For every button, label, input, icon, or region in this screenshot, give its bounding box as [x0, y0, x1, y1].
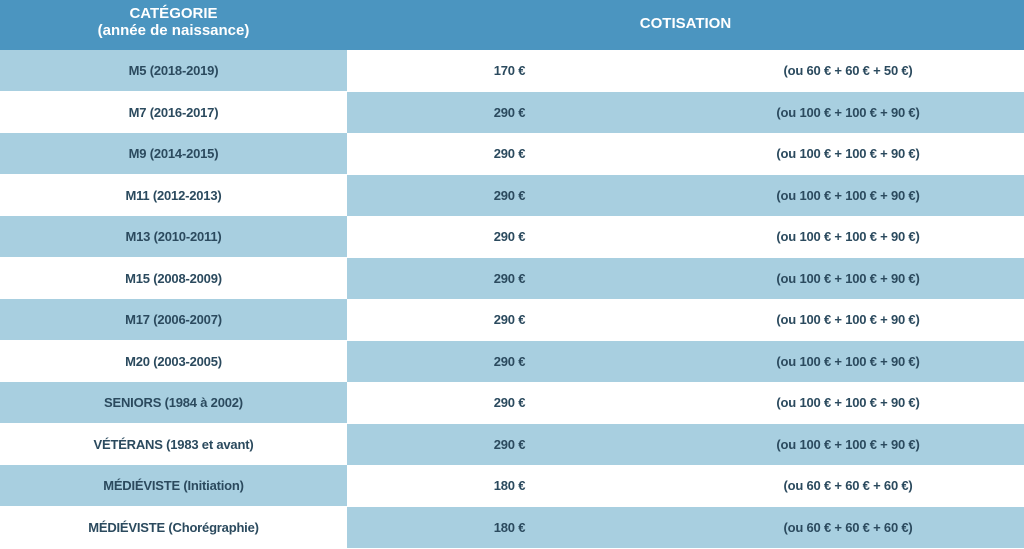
category-cell: MÉDIÉVISTE (Initiation): [0, 465, 347, 506]
table-row: M20 (2003-2005) 290 € (ou 100 € + 100 € …: [0, 341, 1024, 382]
installment-cell: (ou 100 € + 100 € + 90 €): [672, 424, 1024, 465]
installment-cell: (ou 60 € + 60 € + 50 €): [672, 50, 1024, 91]
price-cell: 290 €: [347, 92, 672, 133]
price-cell: 170 €: [347, 50, 672, 91]
installment-cell: (ou 100 € + 100 € + 90 €): [672, 299, 1024, 340]
installment-cell: (ou 100 € + 100 € + 90 €): [672, 133, 1024, 174]
header-cotisation: COTISATION: [639, 15, 732, 32]
category-cell: M13 (2010-2011): [0, 216, 347, 257]
category-cell: M17 (2006-2007): [0, 299, 347, 340]
table-row: M7 (2016-2017) 290 € (ou 100 € + 100 € +…: [0, 92, 1024, 133]
table-row: VÉTÉRANS (1983 et avant) 290 € (ou 100 €…: [0, 424, 1024, 465]
price-cell: 180 €: [347, 507, 672, 548]
price-cell: 290 €: [347, 341, 672, 382]
table-row: M15 (2008-2009) 290 € (ou 100 € + 100 € …: [0, 258, 1024, 299]
price-cell: 180 €: [347, 465, 672, 506]
header-category-title: CATÉGORIE: [129, 5, 218, 22]
header-category-subtitle: (année de naissance): [97, 22, 250, 39]
installment-cell: (ou 100 € + 100 € + 90 €): [672, 258, 1024, 299]
table-row: SENIORS (1984 à 2002) 290 € (ou 100 € + …: [0, 382, 1024, 423]
category-cell: M5 (2018-2019): [0, 50, 347, 91]
category-cell: M9 (2014-2015): [0, 133, 347, 174]
category-cell: M15 (2008-2009): [0, 258, 347, 299]
category-cell: MÉDIÉVISTE (Chorégraphie): [0, 507, 347, 548]
table-row: MÉDIÉVISTE (Chorégraphie) 180 € (ou 60 €…: [0, 507, 1024, 549]
price-cell: 290 €: [347, 133, 672, 174]
installment-cell: (ou 100 € + 100 € + 90 €): [672, 216, 1024, 257]
price-cell: 290 €: [347, 216, 672, 257]
table-header: CATÉGORIE (année de naissance) COTISATIO…: [0, 0, 1024, 50]
installment-cell: (ou 100 € + 100 € + 90 €): [672, 92, 1024, 133]
header-category: CATÉGORIE (année de naissance): [0, 5, 347, 39]
price-cell: 290 €: [347, 424, 672, 465]
installment-cell: (ou 100 € + 100 € + 90 €): [672, 175, 1024, 216]
table-row: M9 (2014-2015) 290 € (ou 100 € + 100 € +…: [0, 133, 1024, 174]
table-row: M5 (2018-2019) 170 € (ou 60 € + 60 € + 5…: [0, 50, 1024, 91]
table-row: M17 (2006-2007) 290 € (ou 100 € + 100 € …: [0, 299, 1024, 340]
price-cell: 290 €: [347, 258, 672, 299]
table-row: MÉDIÉVISTE (Initiation) 180 € (ou 60 € +…: [0, 465, 1024, 506]
installment-cell: (ou 60 € + 60 € + 60 €): [672, 465, 1024, 506]
price-cell: 290 €: [347, 299, 672, 340]
category-cell: M20 (2003-2005): [0, 341, 347, 382]
table-row: M11 (2012-2013) 290 € (ou 100 € + 100 € …: [0, 175, 1024, 216]
installment-cell: (ou 100 € + 100 € + 90 €): [672, 382, 1024, 423]
installment-cell: (ou 60 € + 60 € + 60 €): [672, 507, 1024, 548]
table-row: M13 (2010-2011) 290 € (ou 100 € + 100 € …: [0, 216, 1024, 257]
category-cell: VÉTÉRANS (1983 et avant): [0, 424, 347, 465]
category-cell: M11 (2012-2013): [0, 175, 347, 216]
price-cell: 290 €: [347, 175, 672, 216]
category-cell: SENIORS (1984 à 2002): [0, 382, 347, 423]
installment-cell: (ou 100 € + 100 € + 90 €): [672, 341, 1024, 382]
category-cell: M7 (2016-2017): [0, 92, 347, 133]
price-cell: 290 €: [347, 382, 672, 423]
